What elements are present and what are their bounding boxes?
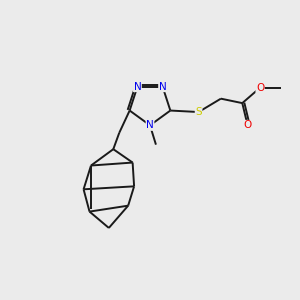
Text: S: S xyxy=(195,107,202,117)
Text: N: N xyxy=(134,82,141,92)
Text: O: O xyxy=(244,120,252,130)
Text: N: N xyxy=(159,82,167,92)
Text: O: O xyxy=(256,83,264,93)
Text: N: N xyxy=(146,120,154,130)
